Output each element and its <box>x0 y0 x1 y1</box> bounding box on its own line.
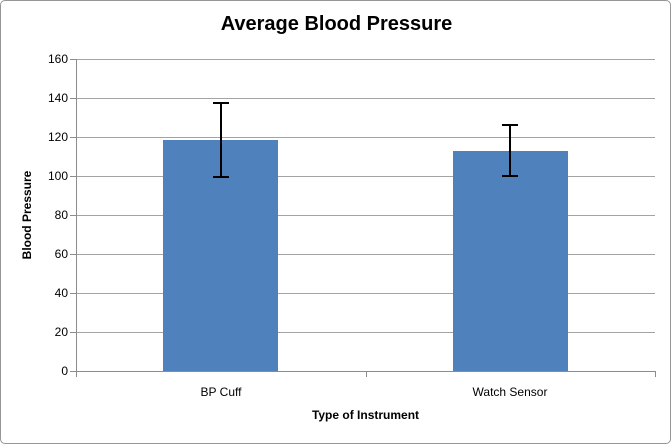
category-label-watch-sensor: Watch Sensor <box>472 385 548 399</box>
error-bar-cap-bottom-watch-sensor <box>502 175 518 177</box>
bar-bp-cuff <box>163 140 278 371</box>
y-tick-label: 0 <box>61 364 68 378</box>
y-tick-mark <box>70 371 76 372</box>
gridline <box>76 293 655 294</box>
y-tick-label: 80 <box>54 208 68 222</box>
error-bar-cap-bottom-bp-cuff <box>213 176 229 178</box>
y-tick-label: 120 <box>47 130 68 144</box>
error-bar-cap-top-watch-sensor <box>502 124 518 126</box>
x-axis-title: Type of Instrument <box>311 408 420 422</box>
y-tick-label: 20 <box>54 325 68 339</box>
gridline <box>76 215 655 216</box>
gridline <box>76 332 655 333</box>
y-tick-mark <box>70 215 76 216</box>
y-tick-mark <box>70 254 76 255</box>
category-label-bp-cuff: BP Cuff <box>200 385 242 399</box>
gridline <box>76 98 655 99</box>
y-tick-label: 140 <box>47 91 68 105</box>
chart-title: Average Blood Pressure <box>220 13 453 35</box>
x-tick-mark <box>655 371 656 377</box>
y-tick-mark <box>70 332 76 333</box>
gridline <box>76 176 655 177</box>
gridline <box>76 137 655 138</box>
y-tick-mark <box>70 293 76 294</box>
y-tick-mark <box>70 98 76 99</box>
error-bar-line-watch-sensor <box>509 125 511 176</box>
error-bar-cap-top-bp-cuff <box>213 102 229 104</box>
y-tick-label: 60 <box>54 247 68 261</box>
y-tick-label: 160 <box>47 52 68 66</box>
y-tick-mark <box>70 137 76 138</box>
y-tick-mark <box>70 176 76 177</box>
y-tick-label: 40 <box>54 286 68 300</box>
gridline <box>76 59 655 60</box>
x-tick-mark <box>366 371 367 377</box>
y-axis-line <box>76 59 77 371</box>
x-tick-mark <box>76 371 77 377</box>
y-tick-mark <box>70 59 76 60</box>
bar-watch-sensor <box>453 151 568 371</box>
y-tick-label: 100 <box>47 169 68 183</box>
gridline <box>76 254 655 255</box>
error-bar-line-bp-cuff <box>220 103 222 177</box>
